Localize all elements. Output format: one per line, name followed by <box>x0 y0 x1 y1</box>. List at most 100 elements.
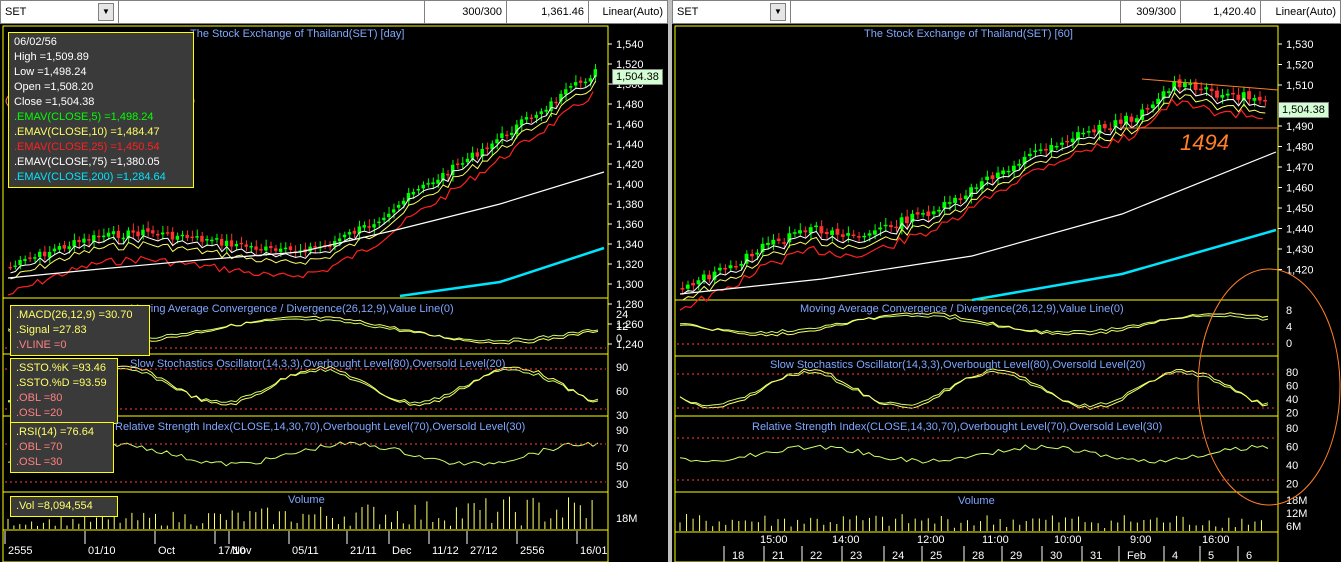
scale-mode[interactable]: Linear(Auto) <box>602 6 663 18</box>
candle-body <box>872 230 877 235</box>
candle-body <box>937 209 941 212</box>
symbol-select[interactable]: SET ▼ <box>673 1 791 23</box>
candle-body <box>717 267 722 271</box>
candle-body <box>792 232 797 234</box>
y-axis-label: 1,520 <box>616 59 644 71</box>
candle-body <box>685 284 690 289</box>
indicator-axis-label: 0 <box>616 333 622 345</box>
y-axis-label: 1,480 <box>1286 142 1314 154</box>
x-axis-date-label: 29 <box>1010 550 1022 562</box>
candle-body <box>372 224 376 228</box>
candle-body <box>728 265 733 269</box>
y-axis-label: 1,240 <box>616 339 644 351</box>
macd-info-box: .MACD(26,12,9) =30.70 .Signal =27.83 .VL… <box>10 305 150 356</box>
chart-area[interactable]: 1,540 1,520 1,500 1,480 1,460 1,440 1,420 1,400… <box>0 24 668 562</box>
candle-body <box>224 240 229 247</box>
candle-body <box>915 212 920 215</box>
candle-body <box>67 246 71 249</box>
x-axis-frame <box>674 531 1279 562</box>
indicator-axis-label: 80 <box>1286 423 1298 435</box>
candle-body <box>1193 81 1198 90</box>
candle-body <box>254 246 258 250</box>
last-price-tag: 1,504.38 <box>1278 102 1329 118</box>
candle-body <box>1263 99 1267 102</box>
candle-body <box>156 233 160 236</box>
candle-body <box>985 176 990 180</box>
panel-splitter[interactable] <box>668 0 672 562</box>
candle-body <box>352 230 357 234</box>
x-axis-label: 21/11 <box>350 545 377 557</box>
indicator-axis-label: 18M <box>616 513 637 525</box>
candle-body <box>1049 144 1054 152</box>
candle-body <box>278 248 283 252</box>
candle-body <box>490 143 494 150</box>
hourly-chart-panel[interactable]: SET ▼ 309/300 1,420.40 Linear(Auto) 1,53… <box>672 0 1341 562</box>
candle-body <box>1225 93 1230 96</box>
candle-body <box>995 172 1000 179</box>
info-high: High =1,509.89 <box>14 51 89 63</box>
candle-body <box>1118 119 1123 124</box>
rsi-line <box>679 444 1269 464</box>
stoch-signal-line <box>679 368 1269 411</box>
candle-body <box>593 69 597 77</box>
candle-body <box>588 78 593 82</box>
y-axis-label: 1,520 <box>1286 60 1314 72</box>
x-axis-date-label: 24 <box>892 550 904 562</box>
x-axis-date-label: Feb <box>1127 550 1146 562</box>
resistance-trendline <box>1141 78 1279 91</box>
rsi-title: Relative Strength Index(CLOSE,14,30,70),… <box>752 421 1163 433</box>
info-ema10: .EMAV(CLOSE,10) =1,484.47 <box>14 126 160 138</box>
candle-body <box>455 163 460 166</box>
signal-value: .Signal =27.83 <box>16 324 87 336</box>
candle-body <box>42 251 47 257</box>
candle-body <box>165 232 170 234</box>
x-axis-time-label: 16:00 <box>1202 534 1230 546</box>
scale-mode[interactable]: Linear(Auto) <box>1275 6 1336 18</box>
candle-body <box>787 233 792 243</box>
candle-body <box>8 266 12 269</box>
candle-body <box>529 117 534 120</box>
ema75-line <box>679 151 1277 295</box>
x-axis-label: Nov <box>232 545 252 557</box>
candle-body <box>776 238 781 242</box>
candle-body <box>1177 79 1182 88</box>
symbol-select[interactable]: SET ▼ <box>1 1 119 23</box>
info-low: Low =1,498.24 <box>14 66 87 78</box>
candle-body <box>1027 153 1032 157</box>
macd-title: Moving Average Convergence / Divergence(… <box>130 303 454 315</box>
chevron-down-icon[interactable]: ▼ <box>770 3 786 21</box>
rsi-info-box: .RSI(14) =76.64 .OBL =70 .OSL =30 <box>10 422 114 473</box>
candle-body <box>1215 90 1219 98</box>
vline-value: .VLINE =0 <box>16 339 67 351</box>
x-axis-date-label: 25 <box>930 550 942 562</box>
candle-body <box>190 236 194 239</box>
candle-body <box>505 134 509 137</box>
stoch-title: Slow Stochastics Oscillator(14,3,3),Over… <box>130 358 506 370</box>
chart-toolbar: SET ▼ 300/300 1,361.46 Linear(Auto) <box>0 0 668 24</box>
candle-body <box>411 191 416 195</box>
candle-body <box>712 271 717 280</box>
candle-body <box>131 230 135 233</box>
candle-body <box>755 252 760 255</box>
main-chart-title: The Stock Exchange of Thailand(SET) [day… <box>190 28 405 40</box>
candle-body <box>436 179 440 184</box>
candle-body <box>475 152 479 157</box>
candle-body <box>18 259 22 266</box>
candle-body <box>894 226 899 229</box>
daily-chart-panel[interactable]: SET ▼ 300/300 1,361.46 Linear(Auto) 1,54… <box>0 0 668 562</box>
candle-body <box>1124 115 1129 125</box>
candle-body <box>175 235 180 240</box>
candle-body <box>337 238 342 242</box>
candle-body <box>141 229 145 236</box>
x-axis-date-label: 4 <box>1172 550 1178 562</box>
candle-body <box>1065 140 1070 143</box>
main-chart-title: The Stock Exchange of Thailand(SET) [60] <box>864 28 1073 40</box>
chart-area[interactable]: 1,5301,5201,5101,5001,4901,4801,4701,460… <box>672 24 1341 562</box>
chevron-down-icon[interactable]: ▼ <box>98 3 114 21</box>
candle-body <box>931 211 936 215</box>
candle-body <box>947 202 952 204</box>
ema200-line <box>971 228 1277 302</box>
candle-body <box>1081 132 1086 135</box>
candle-body <box>23 259 27 261</box>
candle-body <box>1102 124 1107 129</box>
